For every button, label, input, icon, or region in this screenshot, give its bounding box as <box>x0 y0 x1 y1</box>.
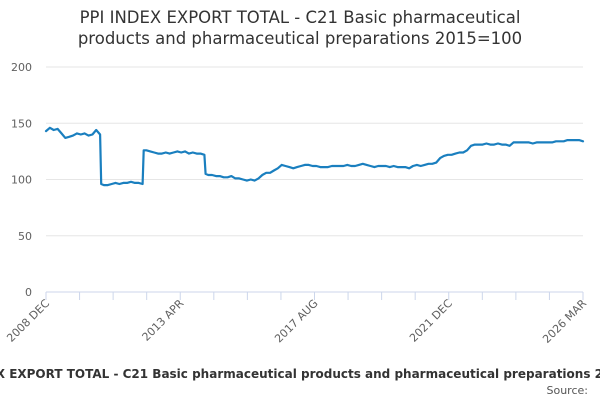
legend[interactable]: PPI INDEX EXPORT TOTAL - C21 Basic pharm… <box>0 367 600 381</box>
chart-title: PPI INDEX EXPORT TOTAL - C21 Basic pharm… <box>78 8 522 48</box>
chart-title-line-2: products and pharmaceutical preparations… <box>78 29 522 48</box>
y-axis-labels: 0 50 100 150 200 <box>11 61 32 299</box>
legend-item-series-1[interactable]: PPI INDEX EXPORT TOTAL - C21 Basic pharm… <box>0 367 600 381</box>
y-tick-label: 100 <box>11 174 32 187</box>
y-tick-label: 200 <box>11 61 32 74</box>
chart-title-line-1: PPI INDEX EXPORT TOTAL - C21 Basic pharm… <box>80 8 521 27</box>
series-layer <box>44 126 585 187</box>
y-tick-label: 150 <box>11 117 32 130</box>
series-line-1[interactable] <box>44 126 585 187</box>
y-tick-label: 0 <box>25 286 32 299</box>
x-axis-ticks <box>45 292 584 300</box>
y-tick-label: 50 <box>18 230 32 243</box>
y-gridlines <box>46 66 583 237</box>
source-label: Source: <box>547 384 589 397</box>
